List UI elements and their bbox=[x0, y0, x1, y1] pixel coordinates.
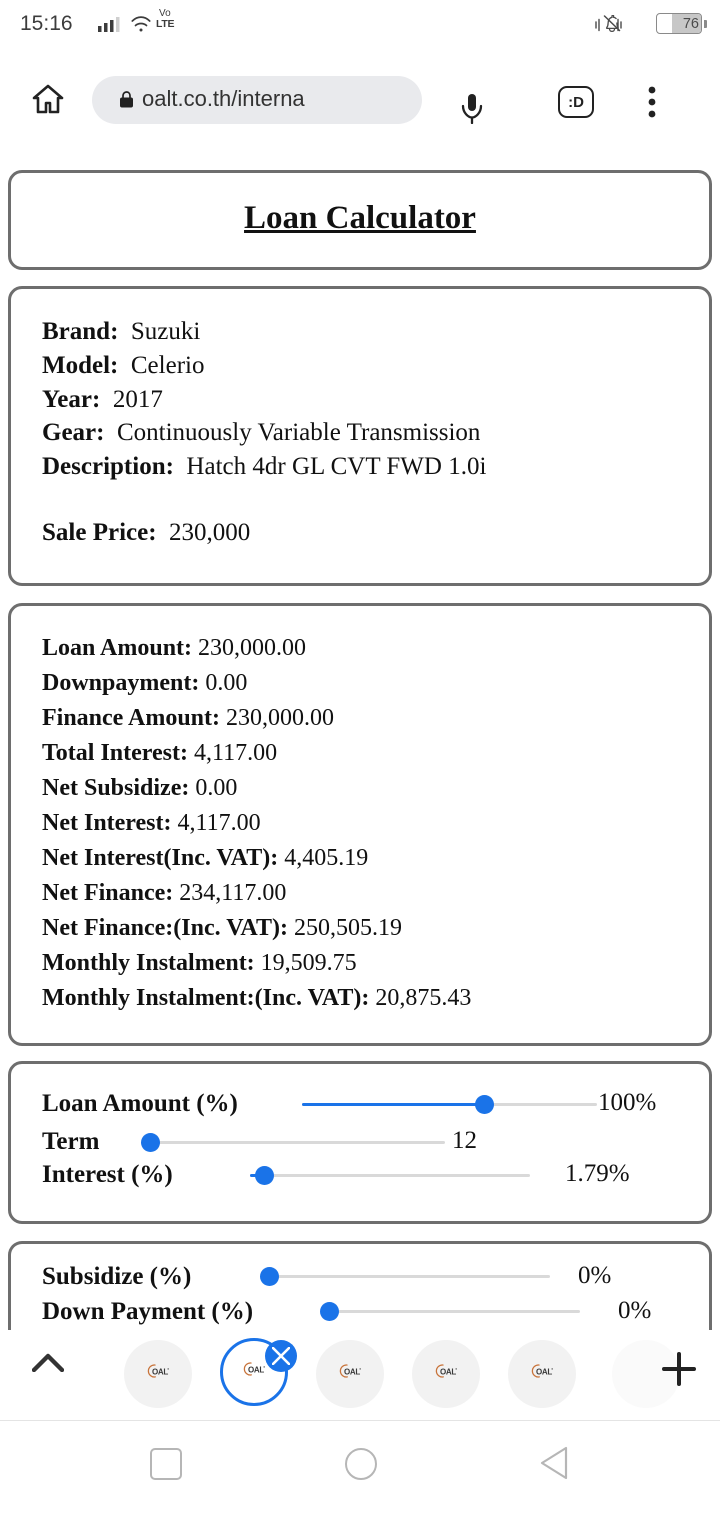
svg-text:OALT: OALT bbox=[152, 1368, 169, 1377]
svg-text:OALT: OALT bbox=[440, 1368, 457, 1377]
svg-text:OALT: OALT bbox=[344, 1368, 361, 1377]
svg-text:OALT: OALT bbox=[536, 1368, 553, 1377]
svg-text:OALT: OALT bbox=[248, 1366, 265, 1375]
